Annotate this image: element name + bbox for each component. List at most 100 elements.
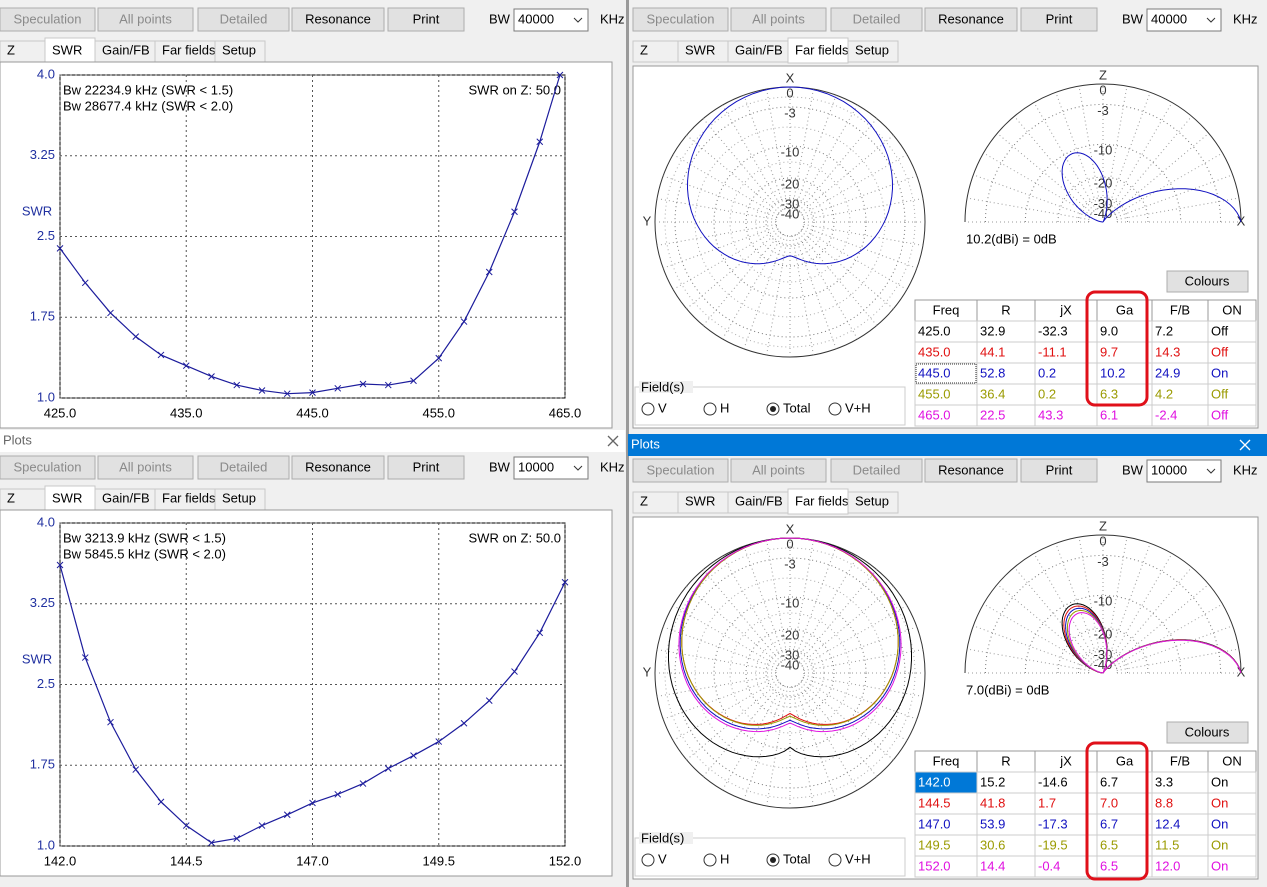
toolbar-button[interactable] (924, 7, 1018, 32)
polar-spoke (802, 226, 918, 269)
radio-button[interactable] (641, 853, 655, 867)
polar-spoke (1078, 86, 1102, 209)
polar-ring (984, 104, 1222, 223)
polar-ring (765, 648, 815, 698)
fields-group (634, 837, 906, 877)
table-value: -0.4 (1038, 858, 1060, 873)
table-header: F/B (1170, 302, 1190, 317)
radio-button[interactable] (703, 853, 717, 867)
close-button[interactable] (607, 435, 619, 447)
table-value: 24.9 (1155, 365, 1180, 380)
polar-spoke (743, 685, 786, 801)
dropdown-arrow (573, 17, 583, 23)
polar-ring (729, 612, 851, 734)
tab[interactable] (847, 491, 899, 514)
table-header: R (1001, 302, 1010, 317)
toolbar-button[interactable] (1020, 458, 1098, 483)
polar-spoke (801, 679, 908, 741)
toolbar-button[interactable] (291, 455, 385, 480)
tab[interactable] (787, 37, 849, 64)
polar-spoke (686, 585, 780, 665)
polar-spoke (1111, 566, 1193, 663)
point-marker (132, 766, 140, 773)
table-value: On (1211, 774, 1228, 789)
bw-select[interactable] (1146, 459, 1222, 483)
tab-label: Setup (222, 42, 256, 57)
toolbar-button[interactable] (387, 7, 465, 32)
button-label: Print (413, 459, 440, 474)
toolbar-button[interactable] (291, 7, 385, 32)
polar-spoke (672, 154, 779, 216)
table-cell[interactable] (1207, 855, 1257, 878)
toolbar-button[interactable] (1020, 7, 1098, 32)
radio-button[interactable] (703, 402, 717, 416)
table-value: 0.2 (1038, 365, 1056, 380)
table-cell[interactable] (1207, 404, 1257, 427)
bandwidth-note: Bw 28677.4 kHz (SWR < 2.0) (63, 98, 233, 113)
tab[interactable] (44, 37, 96, 64)
bw-select[interactable] (1146, 8, 1222, 32)
polar-spoke (801, 605, 908, 667)
table-value: 435.0 (918, 344, 951, 359)
table-header: jX (1059, 302, 1072, 317)
point-marker (208, 373, 215, 380)
tab-label: Gain/FB (102, 42, 150, 57)
radio-button[interactable] (641, 402, 655, 416)
polar-spoke (967, 648, 1090, 672)
radio-button[interactable] (828, 853, 842, 867)
toolbar-button (830, 7, 923, 32)
polar-spoke (1116, 648, 1239, 672)
tab[interactable] (847, 40, 899, 63)
toolbar-button[interactable] (387, 455, 465, 480)
azimuth-pattern (681, 537, 899, 726)
tab[interactable] (787, 488, 849, 515)
table-value: 41.8 (980, 795, 1005, 810)
polar-spoke (996, 583, 1093, 665)
point-marker (107, 718, 114, 726)
polar-spoke (743, 545, 786, 661)
highlight-annotation (1085, 741, 1149, 881)
polar-ring (745, 177, 835, 267)
polar-spoke (1055, 92, 1099, 210)
close-button[interactable] (1239, 439, 1251, 451)
table-value: 52.8 (980, 365, 1005, 380)
button-label: All points (119, 11, 172, 26)
colours-button[interactable] (1166, 270, 1249, 293)
table-value: 8.8 (1155, 795, 1173, 810)
axis-letter: Y (643, 213, 652, 228)
y-tick-label: 3.25 (30, 147, 55, 162)
button-label: Print (1046, 462, 1073, 477)
bw-select[interactable] (513, 456, 589, 480)
colours-button[interactable] (1166, 721, 1249, 744)
polar-spoke (702, 569, 782, 663)
radio-button[interactable] (828, 402, 842, 416)
polar-spoke (766, 686, 789, 807)
ring-label: -40 (1094, 657, 1113, 672)
polar-ring (664, 96, 916, 348)
label-bg (639, 832, 693, 844)
y-tick-label: 1.0 (37, 837, 55, 852)
polar-spoke (791, 235, 814, 356)
button-label: Speculation (647, 11, 715, 26)
table-value: 12.0 (1155, 858, 1180, 873)
button-label: All points (752, 462, 805, 477)
point-marker (561, 578, 569, 586)
polar-spoke (1033, 553, 1097, 662)
table-value: 6.5 (1100, 837, 1118, 852)
bw-select[interactable] (513, 8, 589, 32)
plot-frame (0, 509, 613, 877)
ring-label: -3 (784, 556, 796, 571)
ring-label: -10 (781, 595, 800, 610)
point-marker (334, 384, 342, 392)
tab-label: Gain/FB (102, 490, 150, 505)
point-marker (485, 697, 493, 705)
polar-spoke (766, 539, 789, 660)
group-label: Field(s) (641, 379, 684, 394)
point-marker (107, 309, 114, 317)
polar-spoke (983, 152, 1092, 216)
button-label: Print (1046, 11, 1073, 26)
polar-spoke (1107, 543, 1151, 661)
toolbar-button[interactable] (924, 458, 1018, 483)
tab-label: SWR (52, 42, 82, 57)
ring-label: 0 (1099, 533, 1106, 548)
